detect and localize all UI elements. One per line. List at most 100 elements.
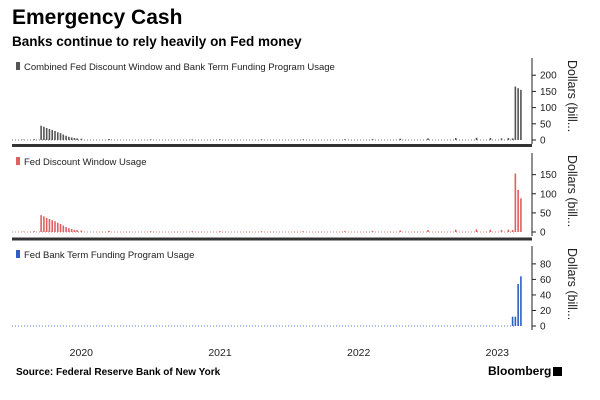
bar (68, 228, 70, 232)
bar (191, 231, 194, 232)
bar (427, 230, 429, 232)
bar (454, 229, 457, 232)
bar (302, 231, 304, 232)
y-axis-title-1: Dollars (bill... (565, 60, 579, 132)
brand-logo: Bloomberg (488, 364, 563, 378)
bar (33, 139, 35, 140)
bar (520, 89, 522, 140)
panel-separator-1 (12, 144, 532, 147)
y-axis-title-3: Dollars (bill... (565, 248, 579, 320)
y-tick-label: 50 (540, 119, 552, 130)
bar (33, 231, 35, 232)
bar (62, 225, 65, 232)
y-tick-label: 100 (540, 103, 557, 114)
bar (70, 137, 73, 140)
bar (56, 132, 59, 140)
bar (40, 215, 42, 232)
y-axis-title-2: Dollars (bill... (565, 155, 579, 227)
bar (475, 137, 478, 140)
bar (68, 136, 70, 140)
bar (108, 139, 110, 140)
chart-subtitle: Banks continue to rely heavily on Fed mo… (12, 34, 302, 49)
bar (43, 126, 45, 140)
bar (65, 227, 67, 232)
bar (62, 134, 65, 140)
bar (260, 139, 263, 140)
bar (65, 135, 67, 140)
bar (76, 138, 78, 140)
x-tick-label: 2022 (347, 347, 371, 359)
legend-swatch-3 (16, 250, 20, 258)
y-tick-label: 60 (540, 275, 552, 286)
y-tick-label: 0 (540, 322, 546, 333)
bar (514, 86, 517, 140)
bar (45, 128, 48, 140)
legend-label-1: Combined Fed Discount Window and Bank Te… (24, 62, 335, 73)
bar (511, 138, 514, 140)
bar (80, 138, 83, 140)
bar (475, 229, 478, 232)
bar (489, 229, 492, 232)
bar (45, 217, 48, 232)
bar (219, 231, 221, 232)
bar (520, 276, 522, 326)
bar (399, 138, 402, 140)
y-tick-label: 80 (540, 259, 552, 270)
bar (514, 316, 517, 326)
legend-swatch-1 (16, 62, 20, 70)
bar (371, 139, 374, 140)
bar (507, 229, 510, 232)
bar (56, 222, 59, 232)
bar (517, 284, 519, 326)
bar (517, 189, 519, 232)
bar (371, 230, 374, 232)
bar (427, 138, 429, 140)
bar (344, 139, 346, 140)
bar (59, 133, 62, 140)
bar (40, 125, 42, 140)
bar (520, 198, 522, 232)
bar (54, 221, 56, 232)
bar (302, 139, 304, 140)
bar (73, 138, 76, 140)
legend-swatch-2 (16, 157, 20, 165)
bar (80, 230, 83, 232)
bar (191, 139, 194, 140)
x-tick-label: 2021 (208, 347, 232, 359)
bar (70, 228, 73, 232)
bar (48, 128, 51, 140)
y-tick-label: 40 (540, 290, 552, 301)
y-tick-label: 150 (540, 87, 557, 98)
y-tick-label: 50 (540, 208, 552, 219)
bar (500, 230, 503, 232)
y-tick-label: 200 (540, 71, 557, 82)
y-tick-label: 0 (540, 228, 546, 239)
legend-label-2: Fed Discount Window Usage (24, 157, 147, 168)
bar (149, 139, 152, 140)
source-note: Source: Federal Reserve Bank of New York (16, 367, 221, 378)
bar (514, 173, 517, 232)
bar (43, 216, 45, 232)
bar (260, 231, 263, 232)
bar (219, 139, 221, 140)
bar (54, 130, 56, 140)
bar (73, 229, 76, 232)
x-tick-label: 2020 (70, 347, 94, 359)
bar (76, 230, 78, 232)
panel-separator-2 (12, 237, 532, 241)
bar (507, 138, 510, 140)
bar (489, 138, 492, 140)
bar (59, 223, 62, 232)
y-tick-label: 20 (540, 306, 552, 317)
bar (500, 138, 503, 140)
bar (48, 219, 51, 232)
bar (511, 316, 514, 326)
bar (517, 88, 519, 140)
x-tick-label: 2023 (486, 347, 510, 359)
chart-title: Emergency Cash (12, 6, 183, 29)
bar (51, 220, 54, 232)
bar (454, 138, 457, 140)
bar (511, 230, 514, 232)
bar (399, 230, 402, 232)
